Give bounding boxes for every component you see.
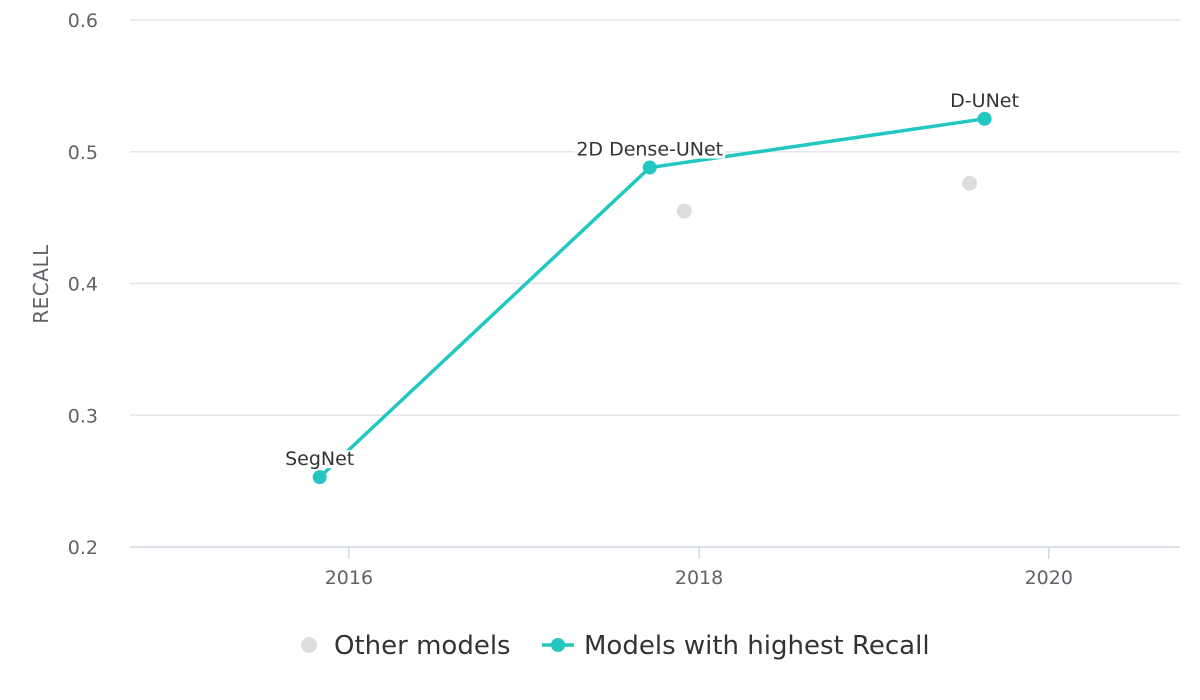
legend-marker-other-models [301, 637, 317, 653]
axis-layer: 0.2 0.3 0.4 0.5 0.6 2016 2018 2020 [68, 10, 1180, 589]
point-label-background [948, 91, 1021, 110]
y-tick-label: 0.6 [68, 10, 98, 32]
y-tick-label: 0.2 [68, 537, 98, 559]
legend-marker-highest-recall [551, 638, 565, 652]
point-label-background [283, 450, 357, 469]
x-tick-label: 2018 [675, 567, 723, 589]
other-model-point[interactable] [676, 203, 692, 219]
highest-recall-point[interactable] [642, 160, 657, 175]
highest-recall-point[interactable] [312, 470, 327, 485]
y-tick-label: 0.3 [68, 405, 98, 427]
point-label: SegNet [285, 448, 354, 470]
legend-item-other-models[interactable]: Other models [301, 631, 511, 661]
x-tick-label: 2016 [325, 567, 373, 589]
legend-item-highest-recall[interactable]: Models with highest Recall [542, 631, 930, 661]
y-axis-title: RECALL [29, 244, 53, 324]
legend[interactable]: Other models Models with highest Recall [301, 631, 930, 661]
y-tick-label: 0.5 [68, 142, 98, 164]
point-label-background [574, 140, 726, 159]
highest-recall-point[interactable] [977, 111, 992, 126]
series-other-models [676, 175, 978, 219]
grid-layer [130, 19, 1180, 416]
y-tick-label: 0.4 [68, 274, 98, 296]
point-label-layer: SegNet 2D Dense-UNet D-UNet [283, 90, 1021, 470]
series-layer [312, 111, 992, 485]
series-highest-recall [312, 111, 992, 485]
point-label: 2D Dense-UNet [576, 139, 723, 161]
x-tick-label: 2020 [1025, 567, 1073, 589]
legend-label-other-models: Other models [334, 631, 511, 661]
point-label: D-UNet [950, 90, 1019, 112]
legend-label-highest-recall: Models with highest Recall [584, 631, 930, 661]
other-model-point[interactable] [962, 175, 978, 191]
